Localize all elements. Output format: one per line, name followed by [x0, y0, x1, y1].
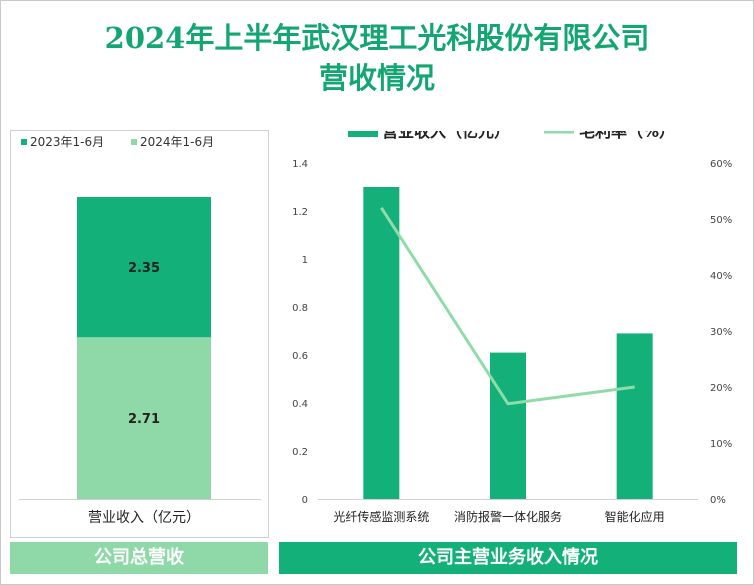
x-tick-label-2: 消防报警一体化服务 — [454, 509, 562, 524]
y-right-tick-6: 50% — [710, 215, 732, 226]
title-line-2: 营收情况 — [318, 61, 435, 95]
y-right-tick-1: 0% — [710, 495, 726, 506]
y-left-tick-4: 0.6 — [292, 351, 308, 362]
y-right-tick-5: 40% — [710, 271, 732, 282]
x-tick-label-3: 智能化应用 — [605, 509, 665, 524]
business-revenue-chart: 营业收入（亿元） 毛利率（%） 0 0.2 0.4 0.6 0.8 1 1.2 1.4 0% 10% 2… — [292, 122, 732, 524]
bar-segment-2 — [77, 337, 211, 499]
legend-label-revenue: 营业收入（亿元） — [382, 131, 510, 141]
business-revenue-panel: 营业收入（亿元） 毛利率（%） 0 0.2 0.4 0.6 0.8 1 1.2 1.4 0% 10% 2… — [281, 122, 739, 538]
y-left-tick-5: 0.8 — [292, 303, 308, 314]
y-left-tick-8: 1.4 — [292, 159, 308, 170]
y-left-tick-2: 0.2 — [292, 447, 308, 458]
total-revenue-panel: 2023年1-6月 2024年1-6月 2.71 2.35 营业收入（亿元） — [10, 130, 269, 538]
data-label-2: 2.71 — [128, 412, 160, 427]
y-left-tick-3: 0.4 — [292, 399, 308, 410]
legend-marker-1 — [21, 139, 27, 145]
y-right-tick-2: 10% — [710, 439, 732, 450]
y-right-tick-7: 60% — [710, 159, 732, 170]
y-left-tick-6: 1 — [302, 255, 308, 266]
x-tick-label-1: 营业收入（亿元） — [88, 510, 200, 526]
y-right-tick-3: 20% — [710, 383, 732, 394]
y-left-tick-7: 1.2 — [292, 207, 308, 218]
legend-label-1: 2023年1-6月 — [30, 135, 104, 149]
legend-label-margin: 毛利率（%） — [579, 131, 675, 141]
footer-total-revenue-label: 公司总营收 — [10, 542, 268, 574]
x-tick-label-1: 光纤传感监测系统 — [333, 509, 429, 524]
bar-segment-1 — [77, 197, 211, 338]
y-right-tick-4: 30% — [710, 327, 732, 338]
legend-marker-2 — [131, 139, 137, 145]
y-left-tick-1: 0 — [302, 495, 308, 506]
total-revenue-chart: 2023年1-6月 2024年1-6月 2.71 2.35 营业收入（亿元） — [19, 135, 261, 526]
chart-title: 2024年上半年武汉理工光科股份有限公司 营收情况 — [0, 18, 754, 98]
revenue-bar-2 — [490, 352, 526, 499]
title-line-1: 2024年上半年武汉理工光科股份有限公司 — [104, 21, 650, 55]
legend-marker-revenue — [348, 127, 378, 137]
revenue-bar-1 — [363, 187, 400, 499]
footer-business-revenue-label: 公司主营业务收入情况 — [279, 542, 737, 574]
revenue-bar-3 — [616, 333, 653, 499]
data-label-1: 2.35 — [128, 261, 160, 276]
legend-label-2: 2024年1-6月 — [140, 135, 214, 149]
